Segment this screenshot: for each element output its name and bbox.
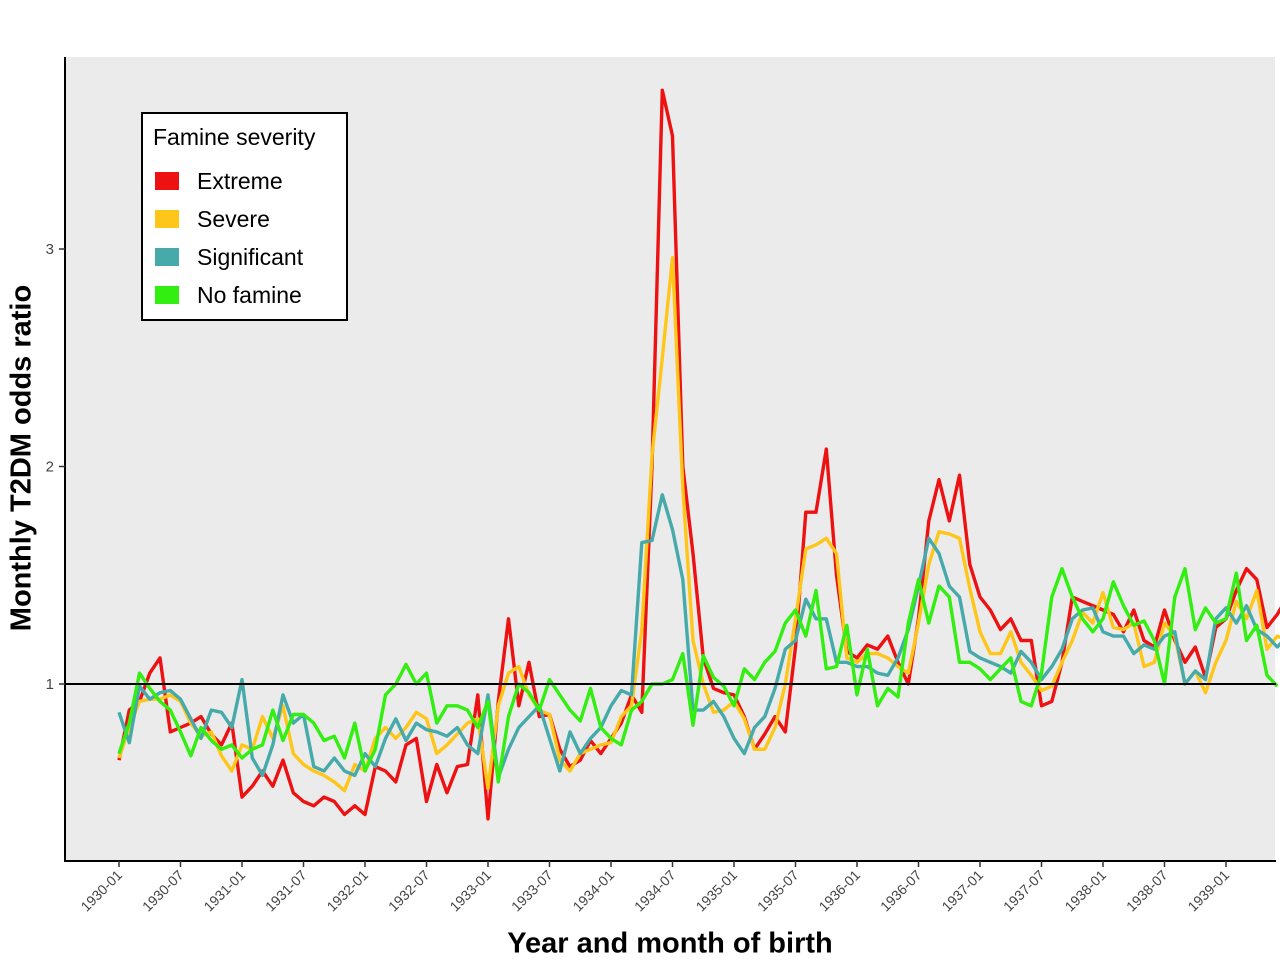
legend-swatch-no-famine [155,286,179,304]
legend-label-no-famine: No famine [197,281,302,308]
legend-title: Famine severity [153,124,316,150]
legend-label-severe: Severe [197,205,270,232]
x-tick-label: 1937-01 [938,867,986,915]
x-tick-label: 1937-07 [1000,867,1048,915]
x-tick-label: 1938-07 [1123,867,1171,915]
legend-label-significant: Significant [197,243,304,270]
x-tick-label: 1932-07 [385,867,433,915]
series-line-significant [117,493,1280,780]
x-tick-label: 1933-07 [508,867,556,915]
legend-item-no-famine: No famine [155,280,302,310]
x-tick-label: 1931-01 [200,867,248,915]
x-tick-label: 1932-01 [323,867,371,915]
y-tick-label: 2 [46,459,54,476]
x-tick-label: 1936-01 [815,867,863,915]
x-tick-label: 1933-01 [446,867,494,915]
legend-item-extreme: Extreme [155,166,283,196]
y-tick-label: 3 [46,241,54,258]
legend-swatch-extreme [155,172,179,190]
y-ticks: 1 2 3 [46,241,65,693]
y-axis-title: Monthly T2DM odds ratio [5,284,38,632]
legend-swatch-severe [155,210,179,228]
x-tick-label: 1931-07 [262,867,310,915]
x-tick-label: 1934-01 [569,867,617,915]
legend-swatch-significant [155,248,179,266]
y-tick-label: 1 [46,676,54,693]
series-line-no-famine [117,567,1279,784]
x-tick-label: 1930-01 [77,867,125,915]
series-layer [117,88,1280,821]
legend: Famine severity Extreme Severe Significa… [141,112,348,321]
series-line-extreme [117,88,1280,821]
x-ticks: 1930-01 1930-07 1931-01 1931-07 1932-01 1932-… [77,861,1232,914]
legend-item-significant: Significant [155,242,303,272]
x-tick-label: 1935-01 [692,867,740,915]
x-tick-label: 1930-07 [139,867,187,915]
x-tick-label: 1935-07 [754,867,802,915]
x-tick-label: 1939-01 [1184,867,1232,915]
legend-label-extreme: Extreme [197,167,283,194]
x-tick-label: 1936-07 [877,867,925,915]
x-axis-title: Year and month of birth [507,927,833,960]
x-tick-label: 1938-01 [1061,867,1109,915]
x-tick-label: 1934-07 [631,867,679,915]
legend-item-severe: Severe [155,204,270,234]
